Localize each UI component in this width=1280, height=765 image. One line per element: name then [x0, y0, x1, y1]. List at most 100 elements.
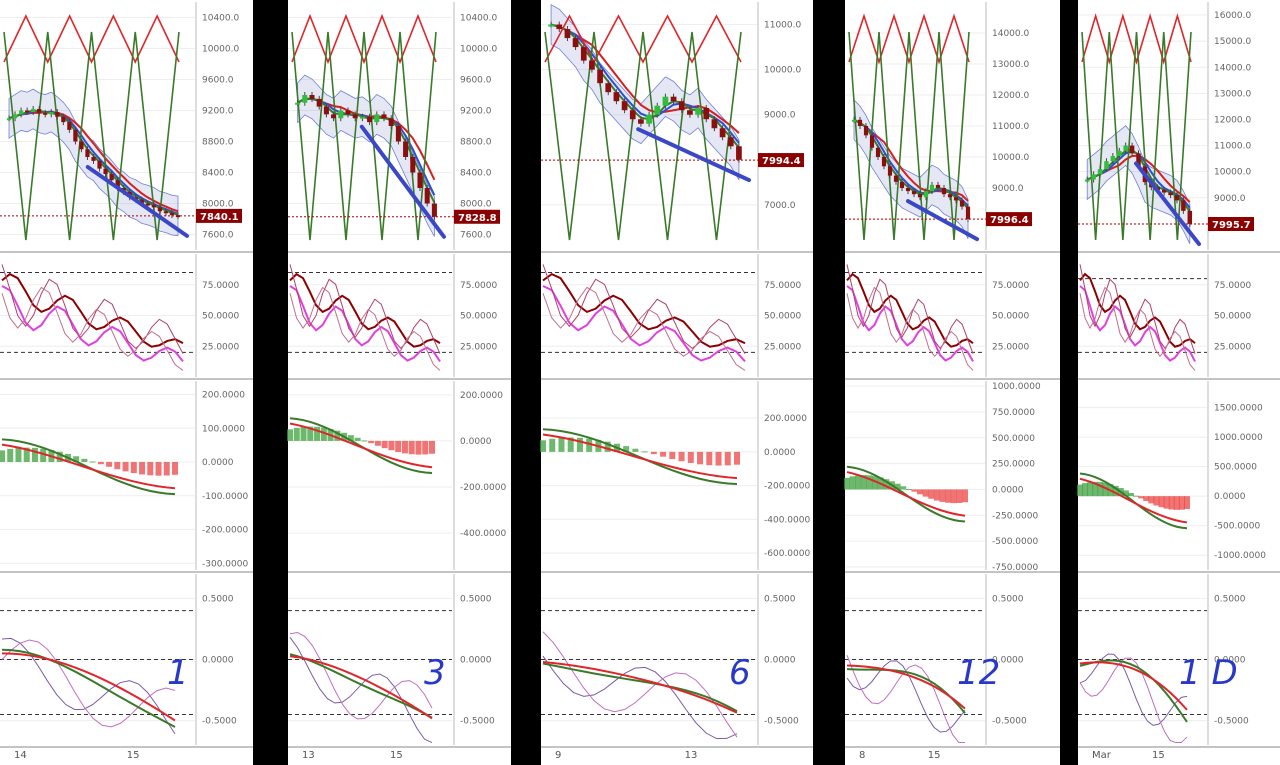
candle: [629, 110, 636, 120]
drawn-trendline: [85, 165, 189, 238]
stoch-d-line: [289, 286, 441, 371]
osc-panel: 0.5000 0.0000 -0.5000: [845, 574, 1060, 748]
candle: [410, 157, 416, 173]
macd-histogram-bar: [1112, 485, 1119, 497]
last-price-badge: [454, 209, 500, 224]
pivot-line-red: [544, 14, 742, 64]
macd-histogram-bar: [945, 489, 952, 503]
y-tick-label: 1000.0000: [1214, 433, 1263, 443]
osc-purple-line: [542, 631, 738, 738]
candle: [1168, 192, 1173, 196]
macd-histogram-bar: [130, 462, 137, 474]
stoch-k-line: [1079, 264, 1196, 354]
macd-histogram-bar: [715, 451, 722, 466]
candle: [424, 188, 430, 204]
y-tick-label: 9000.0: [992, 184, 1024, 194]
macd-histogram-bar: [139, 462, 146, 475]
macd-histogram-bar: [641, 451, 648, 453]
macd-signal-line: [542, 433, 738, 480]
y-tick-label: 16000.0: [1214, 11, 1251, 21]
stoch-k-line: [1, 264, 184, 354]
macd-histogram-bar: [939, 489, 946, 502]
y-tick-label: -1000.0000: [1214, 551, 1266, 561]
candle: [403, 141, 409, 157]
y-tick-label: 0.0000: [202, 458, 234, 468]
y-tick-label: 50.0000: [460, 312, 497, 322]
macd-histogram-bar: [650, 451, 657, 455]
candle: [388, 118, 394, 126]
candle: [875, 147, 881, 157]
y-tick-label: 10000.0: [202, 45, 239, 55]
macd-histogram-bar: [669, 451, 676, 460]
chart-background: [541, 0, 813, 765]
stoch-d-line: [1, 286, 184, 371]
last-price-label: 7994.4: [762, 156, 801, 167]
macd-histogram-bar: [1092, 481, 1099, 497]
y-tick-label: 50.0000: [1214, 312, 1251, 322]
macd-histogram-bar: [894, 483, 901, 490]
candle: [1123, 145, 1128, 151]
macd-histogram-bar: [724, 451, 731, 466]
last-price-label: 7996.4: [990, 215, 1029, 226]
candle: [893, 175, 899, 182]
macd-histogram-bar: [1087, 482, 1094, 497]
candle: [367, 116, 373, 123]
candle: [638, 119, 644, 124]
y-tick-label: 0.0000: [992, 485, 1024, 495]
y-tick-label: 50.0000: [992, 312, 1029, 322]
chart-background: [845, 0, 1060, 765]
handwritten-timeframe-label: 1: [167, 653, 189, 693]
candle: [331, 114, 337, 119]
stoch-k-line: [289, 264, 441, 354]
candle: [295, 102, 301, 105]
macd-histogram-bar: [73, 456, 80, 462]
macd-histogram-bar: [56, 451, 63, 462]
y-tick-label: -0.5000: [764, 717, 799, 727]
candle: [139, 199, 144, 204]
osc-purple-line: [846, 655, 965, 744]
macd-histogram-bar: [155, 462, 162, 476]
macd-histogram-bar: [388, 440, 395, 451]
last-price-badge: [758, 153, 804, 168]
x-tick-label: 13: [685, 750, 698, 761]
pivot-line-green: [3, 31, 180, 241]
y-tick-label: 12000.0: [992, 91, 1029, 101]
candle: [911, 191, 917, 195]
y-tick-label: 0.0000: [1214, 492, 1246, 502]
x-tick-label: 15: [928, 750, 941, 761]
macd-histogram-bar: [900, 486, 907, 490]
y-tick-label: -300.0000: [202, 559, 248, 569]
y-tick-label: -0.5000: [1214, 717, 1249, 727]
candle: [917, 194, 923, 198]
macd-histogram-bar: [7, 448, 14, 462]
macd-histogram-bar: [928, 489, 935, 499]
macd-histogram-bar: [1158, 496, 1165, 508]
macd-histogram-bar: [334, 430, 341, 441]
y-tick-label: 250.0000: [992, 460, 1035, 470]
stoch-panel: 75.0000 50.0000 25.0000: [845, 254, 1060, 380]
stoch-panel: 75.0000 50.0000 25.0000: [541, 254, 813, 380]
candle: [662, 96, 669, 106]
macd-histogram-bar: [1138, 496, 1145, 499]
y-tick-label: 25.0000: [202, 342, 239, 352]
osc-red-line: [542, 661, 738, 714]
drawn-trendline: [906, 199, 979, 242]
candle: [719, 128, 726, 138]
macd-histogram-bar: [0, 450, 5, 462]
osc-green-line: [542, 662, 738, 713]
candle: [621, 101, 628, 111]
x-tick-label: 8: [859, 750, 865, 761]
y-tick-label: 11000.0: [992, 122, 1029, 132]
candle: [703, 107, 710, 120]
stoch-d-line: [1079, 286, 1196, 371]
y-tick-label: 200.0000: [764, 414, 807, 424]
macd-histogram-bar: [1102, 482, 1109, 497]
candle: [953, 197, 959, 201]
macd-histogram-bar: [1168, 496, 1175, 510]
y-tick-label: 10000.0: [764, 66, 801, 76]
candle: [1174, 195, 1180, 201]
osc-purple-line: [1, 639, 176, 728]
macd-histogram-bar: [844, 477, 850, 490]
y-tick-label: 9600.0: [460, 76, 492, 86]
candle: [1136, 153, 1141, 167]
